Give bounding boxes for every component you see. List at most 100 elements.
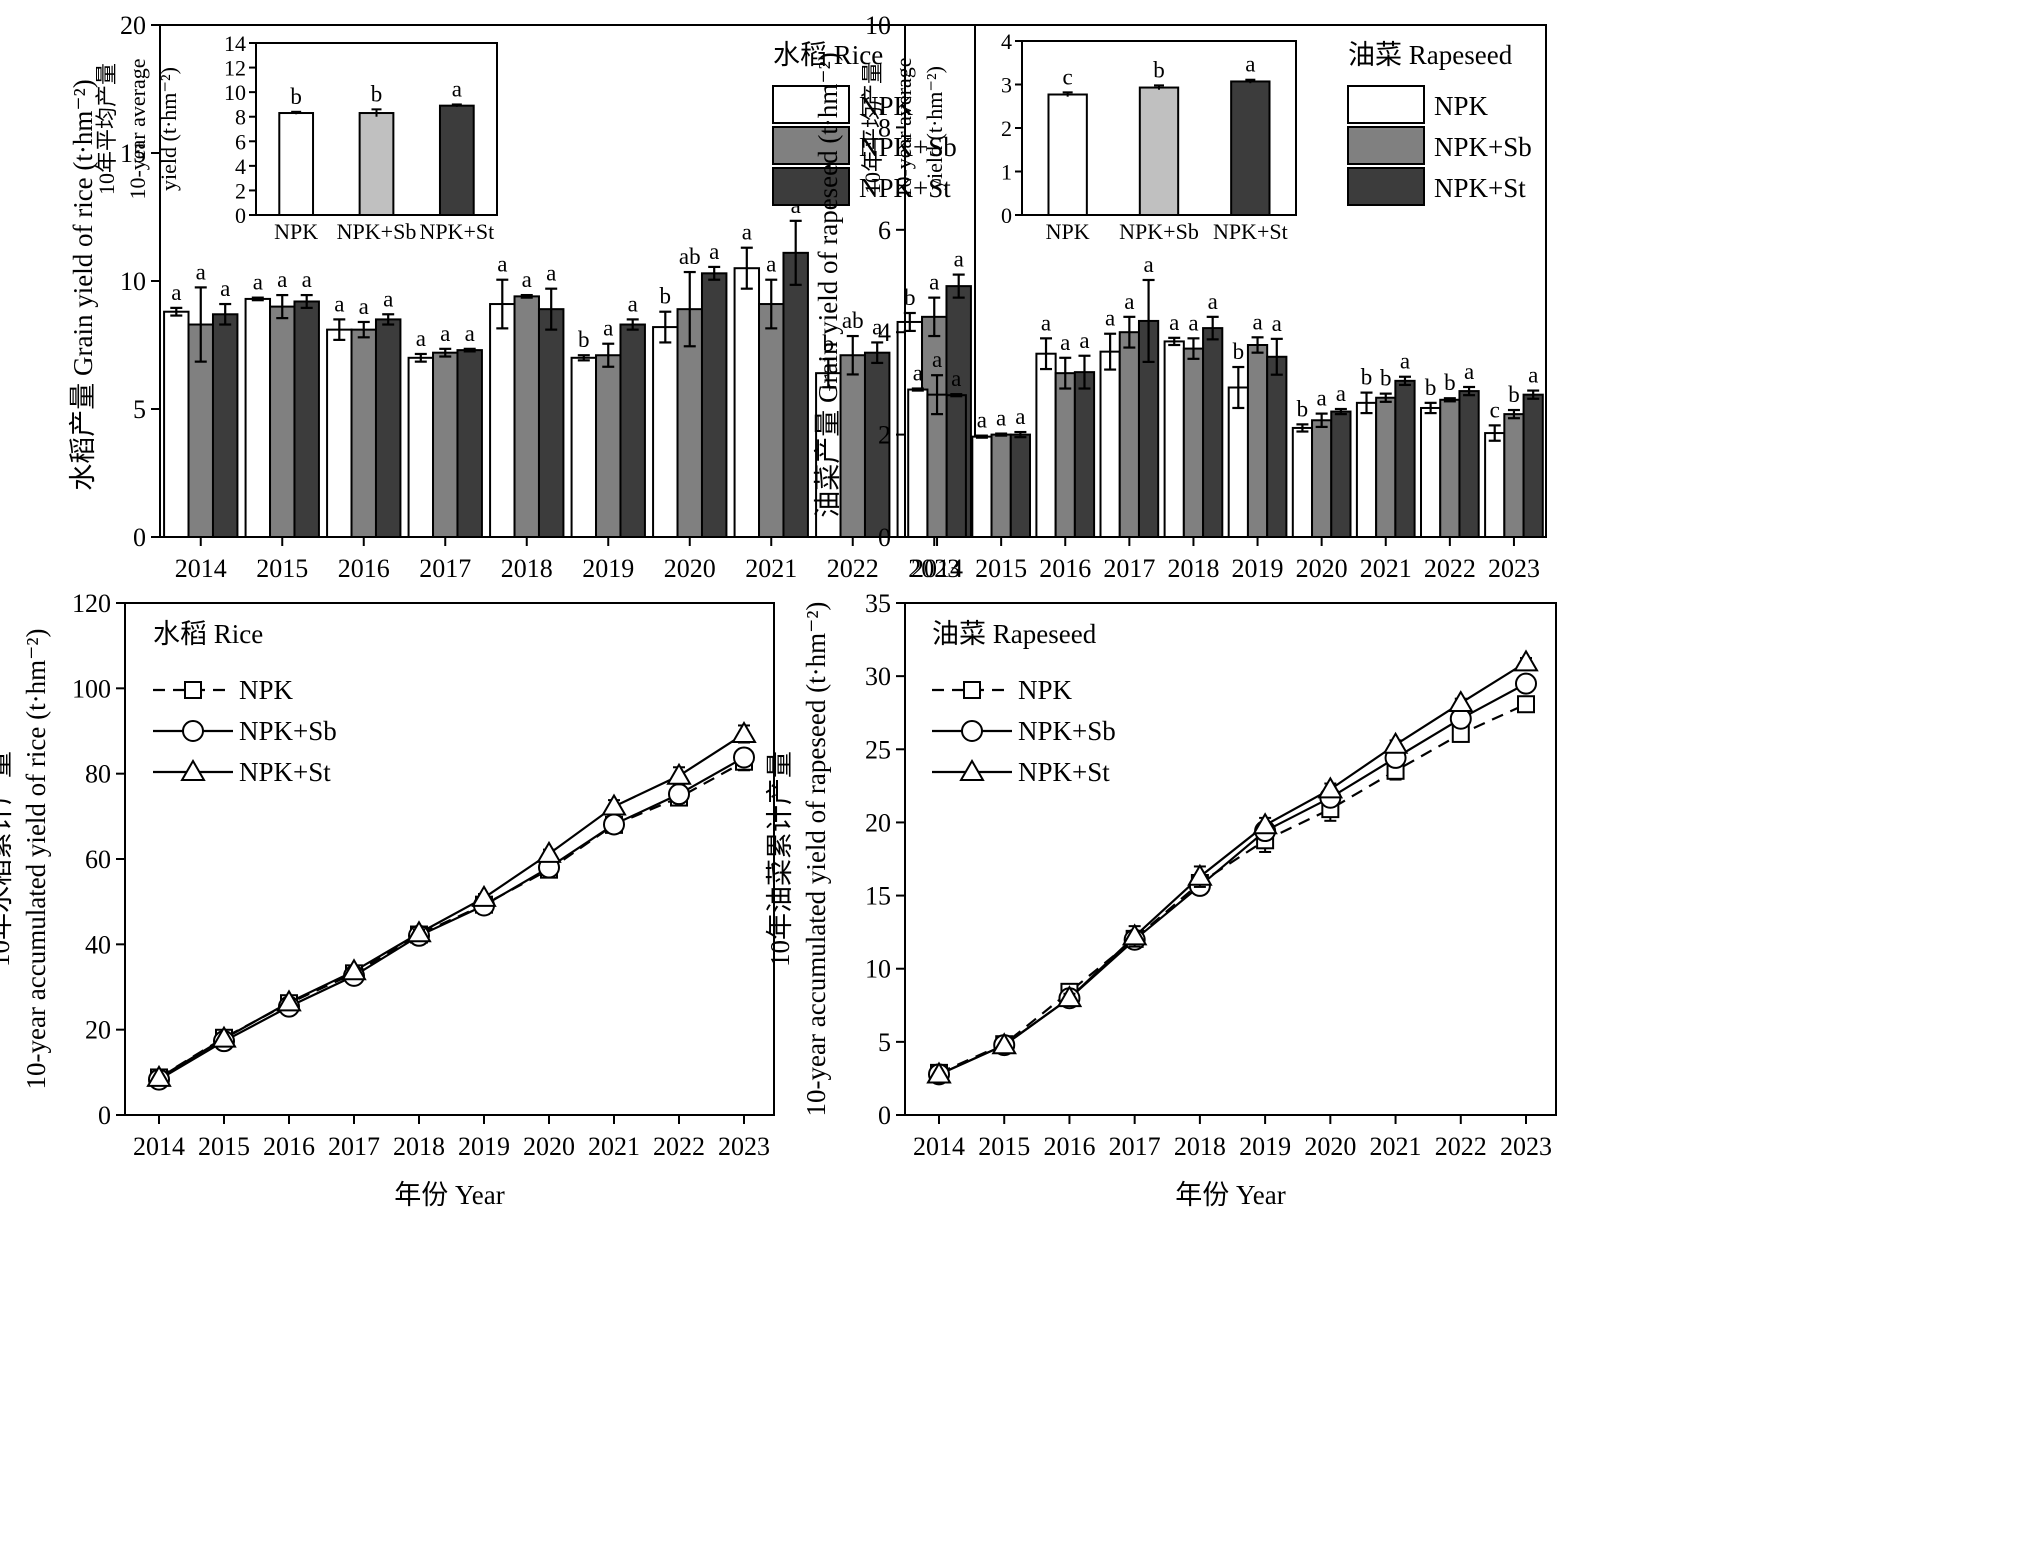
- x-tick-label: 2017: [419, 554, 471, 583]
- inset-bar-npk-sb: [1138, 86, 1180, 216]
- legend-swatch-npk-st: [1347, 167, 1425, 206]
- point-npk-st-2017: [341, 958, 367, 981]
- inset-y-axis-label: yield (t·hm⁻²): [922, 66, 947, 190]
- significance-letter: a: [872, 314, 882, 339]
- significance-letter: a: [628, 291, 638, 316]
- inset-y-tick-label: 2: [1001, 116, 1012, 141]
- bar-npk-st-2023: [1522, 393, 1544, 538]
- point-npk-st-2023: [1513, 649, 1539, 672]
- bar-npk-2018: [1163, 340, 1185, 538]
- significance-letter: b: [660, 284, 672, 309]
- inset-significance-letter: b: [290, 84, 302, 109]
- y-tick-label: 80: [85, 760, 111, 789]
- legend-swatch-npk: [772, 85, 850, 124]
- legend-marker-npk-st: [180, 759, 206, 781]
- inset-bar-npk: [1047, 93, 1088, 216]
- significance-letter: a: [1015, 404, 1025, 429]
- significance-letter: b: [1380, 366, 1392, 391]
- inset-significance-letter: b: [371, 81, 383, 106]
- inset-bar-npk-sb: [358, 112, 395, 216]
- significance-letter: a: [416, 326, 426, 351]
- bar-npk-2017: [1099, 350, 1121, 538]
- significance-letter: a: [996, 406, 1006, 431]
- inset-x-tick-label: NPK: [274, 219, 318, 244]
- inset-y-axis-label: 10-year average: [891, 57, 916, 198]
- legend-label: NPK: [1434, 91, 1489, 121]
- bar-npk-2021: [1355, 401, 1378, 538]
- series-line-npk-st: [158, 733, 745, 1079]
- bar-npk-st-2018: [537, 308, 565, 538]
- bar-npk-st-2017: [456, 349, 483, 538]
- legend-label: NPK: [239, 675, 294, 705]
- x-axis-label: 年份 Year: [1175, 1180, 1286, 1210]
- x-tick-label: 2020: [664, 554, 716, 583]
- y-tick-label: 25: [865, 735, 891, 764]
- inset-y-tick-label: 3: [1001, 73, 1012, 98]
- point-npk-st-2019: [1252, 812, 1278, 835]
- significance-letter: a: [1464, 359, 1474, 384]
- x-tick-label: 2016: [338, 554, 390, 583]
- point-npk-st-2015: [991, 1032, 1017, 1055]
- legend-marker-npk: [184, 681, 202, 699]
- significance-letter: c: [1490, 397, 1500, 422]
- bar-npk-sb-2021: [1375, 396, 1397, 538]
- inset-significance-letter: b: [1153, 57, 1165, 82]
- plot-frame: [904, 24, 1547, 538]
- bar-npk-st-2014: [211, 313, 239, 538]
- significance-letter: a: [1169, 310, 1179, 335]
- significance-letter: a: [1188, 310, 1198, 335]
- significance-letter: a: [277, 267, 287, 292]
- x-tick-label: 2019: [458, 1132, 510, 1161]
- significance-letter: a: [954, 247, 964, 272]
- significance-letter: a: [913, 361, 923, 386]
- y-tick-label: 60: [85, 845, 111, 874]
- bar-npk-sb-2018: [1182, 347, 1205, 539]
- bar-npk-2018: [489, 303, 516, 539]
- inset-y-axis-label: 10-year average: [125, 58, 150, 199]
- x-tick-label: 2023: [718, 1132, 770, 1161]
- point-npk-st-2015: [211, 1025, 237, 1048]
- y-tick-label: 2: [878, 421, 891, 450]
- legend-label: NPK+Sb: [1434, 132, 1532, 162]
- x-tick-label: 2021: [1360, 554, 1412, 583]
- inset-y-axis-label: 10年平均产量: [94, 63, 119, 195]
- legend-title: 油菜 Rapeseed: [1348, 40, 1513, 70]
- bar-npk-sb-2023: [1503, 413, 1525, 538]
- significance-letter: b: [1444, 370, 1456, 395]
- x-tick-label: 2014: [911, 554, 963, 583]
- significance-letter: b: [1425, 375, 1437, 400]
- bar-npk-st-2014: [945, 394, 967, 538]
- bar-npk-sb-2019: [595, 354, 622, 538]
- inset-y-tick-label: 14: [224, 31, 246, 56]
- y-axis-label: 10年水稻累计产量: [0, 751, 15, 967]
- x-tick-label: 2018: [501, 554, 553, 583]
- significance-letter: b: [1508, 382, 1520, 407]
- significance-letter: a: [709, 239, 719, 264]
- legend-label: NPK+St: [239, 757, 331, 787]
- significance-letter: a: [1272, 311, 1282, 336]
- significance-letter: a: [1317, 386, 1327, 411]
- significance-letter: a: [603, 316, 613, 341]
- significance-letter: a: [522, 267, 532, 292]
- y-tick-label: 15: [120, 139, 146, 168]
- y-tick-label: 0: [878, 1101, 891, 1130]
- line-chart-3: 0 20 40 60 80 100 120 2014 2015 2016 2017 2018 2019 2…: [0, 589, 775, 1210]
- y-tick-label: 8: [878, 113, 891, 142]
- x-tick-label: 2022: [1424, 554, 1476, 583]
- significance-letter: a: [1400, 349, 1410, 374]
- inset-significance-letter: a: [452, 76, 462, 101]
- significance-letter: a: [440, 321, 450, 346]
- significance-letter: b: [904, 285, 916, 310]
- significance-letter: a: [196, 259, 206, 284]
- bar-npk-st-2016: [1073, 371, 1096, 538]
- y-tick-label: 20: [85, 1016, 111, 1045]
- point-npk-sb-2022: [668, 783, 690, 806]
- y-tick-label: 120: [72, 589, 111, 618]
- point-npk-st-2022: [1448, 690, 1474, 713]
- point-npk-2023: [1517, 695, 1535, 714]
- bar-npk-2023: [1484, 432, 1506, 538]
- legend-swatch-npk-sb: [772, 126, 850, 165]
- significance-letter: a: [546, 261, 556, 286]
